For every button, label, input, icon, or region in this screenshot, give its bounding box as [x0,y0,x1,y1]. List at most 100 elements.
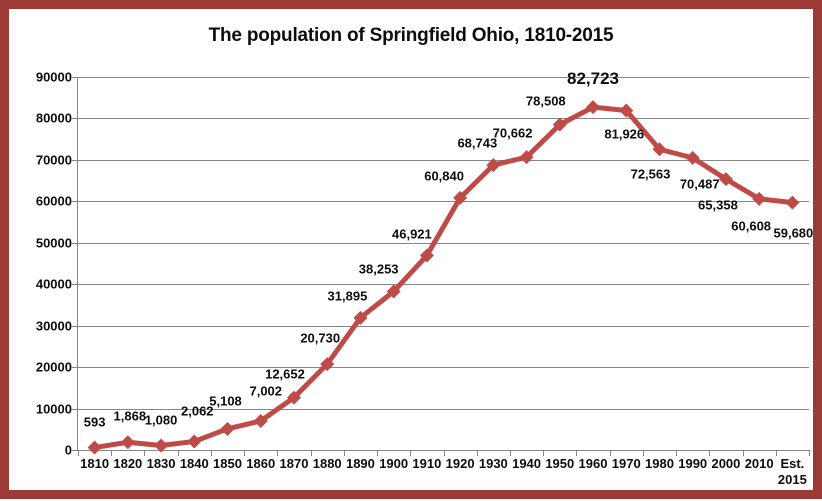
data-point-label: 5,108 [209,393,242,409]
y-axis-tick [72,159,78,161]
data-point-label: 593 [83,414,106,430]
data-point-marker [253,413,268,428]
x-axis-tick [775,450,777,456]
x-axis-tick [78,450,79,456]
x-axis-tick-label: 1900 [379,456,409,471]
x-axis-tick [343,450,345,456]
x-axis-tick [144,450,146,456]
y-axis-tick-label: 60000 [35,193,72,209]
gridline [78,284,809,286]
data-point-label: 2,062 [181,403,214,419]
data-point-marker [552,117,567,132]
x-axis-tick [310,450,312,456]
data-point-marker [752,191,767,206]
data-point-marker [154,438,169,453]
data-point-label: 46,921 [391,226,432,242]
x-axis-tick-label: 1940 [512,456,542,471]
data-point-label: 72,563 [630,166,671,182]
y-axis-tick [72,408,78,410]
x-axis-tick-label: 1890 [345,456,375,471]
y-axis-tick-label: 10000 [35,401,72,417]
x-axis-tick-label: 1870 [279,456,309,471]
x-axis-tick [809,450,810,456]
x-axis-tick-label: 1920 [445,456,475,471]
y-axis-tick [72,201,78,203]
x-axis-line [77,450,809,451]
y-axis-tick-label: 30000 [35,318,72,334]
data-point-label: 68,743 [457,135,498,151]
gridline [78,77,809,78]
data-point-label: 60,840 [424,168,464,184]
data-point-marker [320,357,335,372]
y-axis-tick-label: 20000 [35,359,72,375]
y-axis: 0 10000 20000 30000 40000 50000 60000 70000 8000… [9,70,72,458]
y-axis-tick [72,118,78,120]
x-axis-tick [576,450,578,456]
data-point-marker [220,421,235,436]
gridline [78,408,809,410]
x-axis-tick [244,450,246,456]
x-axis-tick-label: 1860 [246,456,276,471]
y-axis-line [77,77,78,451]
data-point-label: 59,680 [773,225,814,241]
y-axis-tick [72,367,78,369]
data-point-label: 65,358 [698,197,738,213]
data-point-marker [187,434,202,449]
data-point-marker [519,150,534,165]
y-axis-tick-label: 70000 [35,152,72,168]
data-point-marker [486,158,501,173]
x-axis-tick-label: 2000 [711,456,741,471]
x-axis-tick [742,450,744,456]
data-point-label: 60,608 [731,218,772,234]
data-point-label: 20,730 [300,330,341,346]
y-axis-tick-label: 50000 [35,235,72,251]
x-axis-tick [476,450,478,456]
data-point-marker [785,195,800,210]
x-axis-tick [111,450,113,456]
x-axis-tick [410,450,412,456]
x-axis-tick [277,450,279,456]
x-axis-tick [443,450,445,456]
data-point-marker [87,440,102,455]
x-axis-tick-label: 1830 [146,456,176,471]
x-axis-tick [377,450,379,456]
data-point-marker [353,310,368,325]
data-point-label: 81,926 [604,126,645,142]
data-point-label: 7,002 [249,383,283,399]
x-axis-tick-label: 1960 [578,456,608,471]
data-point-marker [453,190,468,205]
y-axis-tick-label: 90000 [35,69,72,85]
y-axis-tick-label: 0 [64,442,72,458]
x-axis-tick-label: 1810 [80,456,110,471]
x-axis-tick [709,450,711,456]
data-point-marker [386,284,401,299]
y-axis-tick-label: 40000 [35,276,72,292]
y-axis-tick-label: 80000 [35,110,72,126]
y-axis-tick [72,284,78,286]
gridline [78,242,809,244]
x-axis-tick-label: 1970 [611,456,641,471]
x-axis-tick-label: 1840 [179,456,209,471]
x-axis-tick-label: 1910 [412,456,442,471]
x-axis-tick-label: 1950 [545,456,575,471]
x-axis-tick [609,450,611,456]
data-point-marker [419,248,434,263]
data-point-marker [120,435,135,450]
x-axis-tick-label: 1850 [213,456,242,471]
x-axis-tick-label: Est. 2015 [777,456,807,487]
gridline [78,367,809,369]
y-axis-tick [72,325,78,327]
data-point-marker [718,172,733,187]
gridline [78,159,809,161]
x-axis-tick [543,450,545,456]
x-axis-tick [509,450,511,456]
x-axis-tick [177,450,179,456]
data-point-label: 82,723 [567,69,620,89]
x-axis-tick-label: 1990 [678,456,708,471]
x-axis-tick-label: 1880 [312,456,342,471]
data-point-marker [685,150,700,165]
data-point-label: 12,652 [265,366,305,382]
data-point-label: 38,253 [358,261,399,277]
data-point-marker [619,103,634,118]
